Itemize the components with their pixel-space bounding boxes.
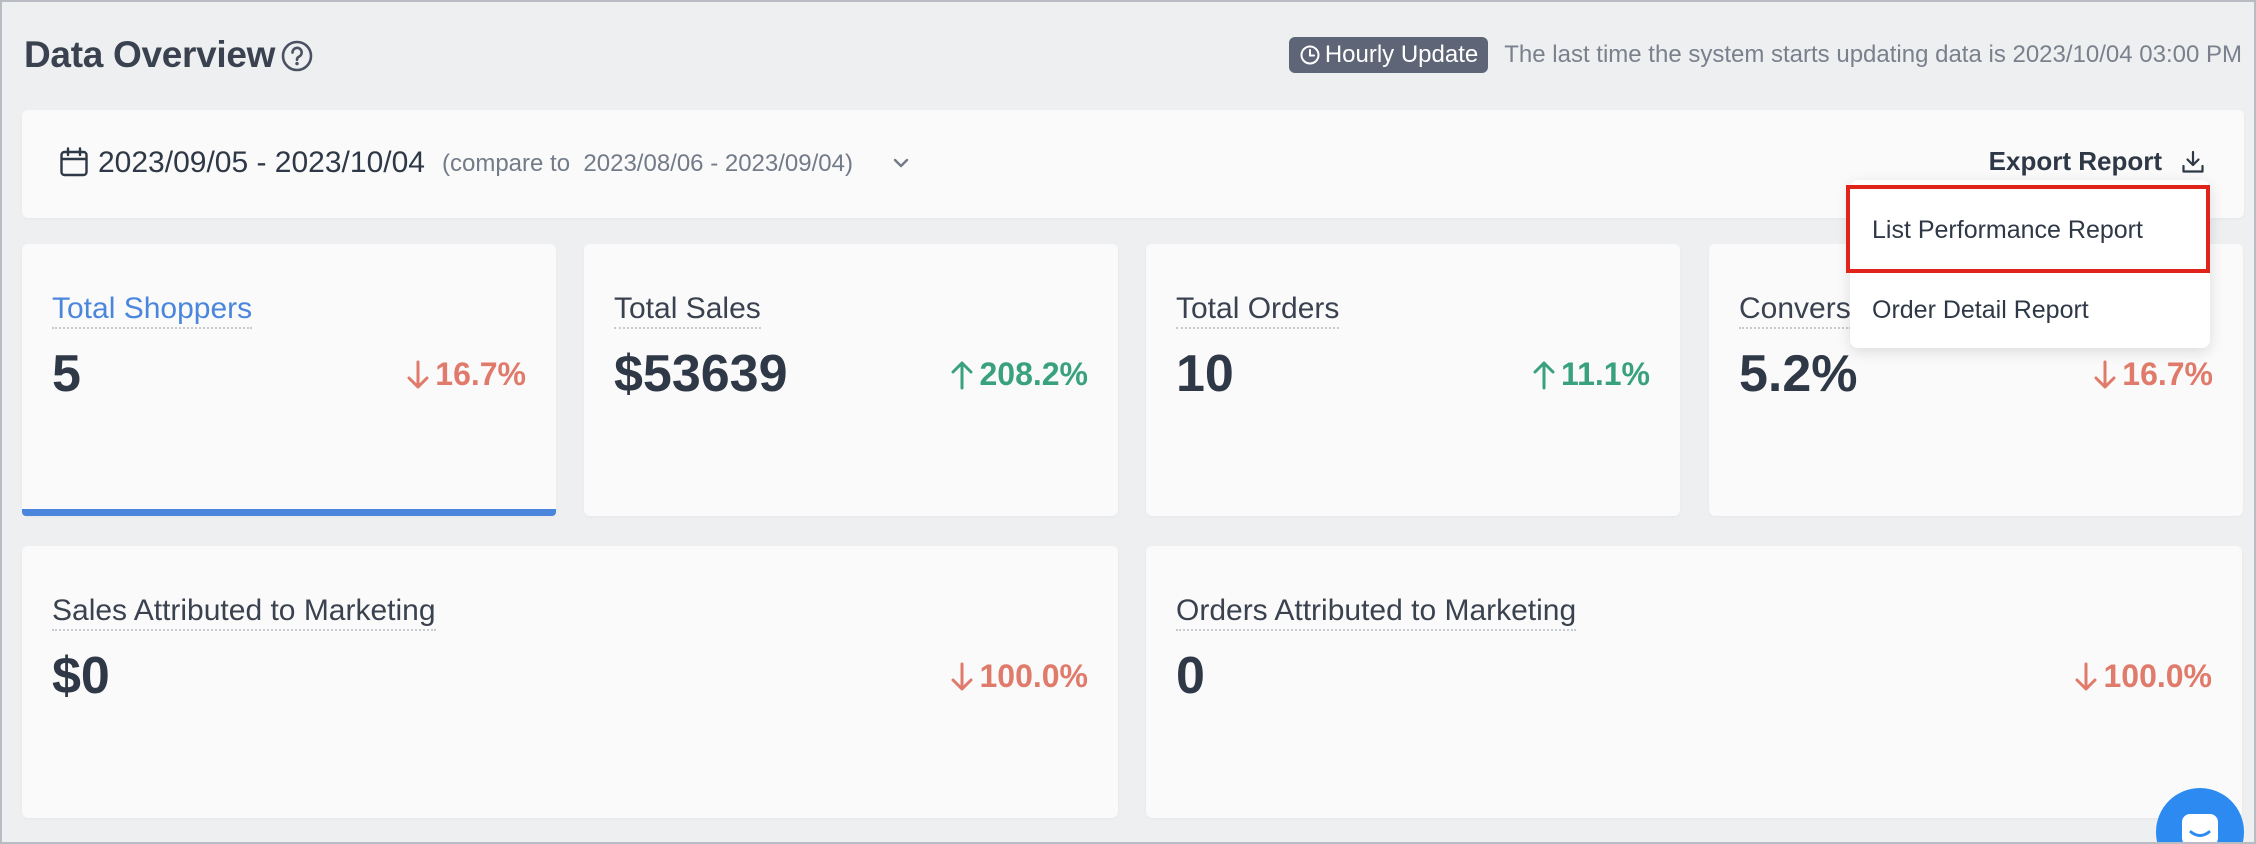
- export-dropdown-menu: List Performance Report Order Detail Rep…: [1850, 180, 2210, 348]
- compare-range-value: 2023/08/06 - 2023/09/04): [583, 150, 853, 177]
- active-indicator: [22, 509, 556, 516]
- metric-change: 100.0%: [2073, 658, 2212, 695]
- question-circle-icon[interactable]: [280, 39, 314, 73]
- hourly-update-badge: Hourly Update: [1288, 37, 1489, 73]
- metric-card-sales-marketing[interactable]: Sales Attributed to Marketing $0 100.0%: [22, 546, 1118, 818]
- metric-label: Sales Attributed to Marketing: [52, 594, 436, 631]
- metric-value: 5: [52, 345, 81, 403]
- metric-change: 16.7%: [2092, 356, 2213, 393]
- last-update-text: The last time the system starts updating…: [1504, 41, 2242, 68]
- compare-range[interactable]: (compare to 2023/08/06 - 2023/09/04): [442, 150, 853, 178]
- update-info: Hourly Update The last time the system s…: [1288, 37, 2242, 73]
- top-bar: Data Overview Hourly Update The last tim…: [22, 32, 2242, 80]
- arrow-down-icon: [407, 360, 429, 388]
- metric-change: 208.2%: [949, 356, 1088, 393]
- metric-value: $0: [52, 647, 110, 705]
- metric-change: 11.1%: [1531, 356, 1650, 393]
- arrow-down-icon: [2075, 662, 2097, 690]
- menu-item-list-performance-report[interactable]: List Performance Report: [1872, 216, 2143, 244]
- metric-change-value: 100.0%: [979, 658, 1088, 694]
- metric-card-orders-marketing[interactable]: Orders Attributed to Marketing 0 100.0%: [1146, 546, 2242, 818]
- arrow-up-icon: [1533, 361, 1555, 389]
- metric-change-value: 16.7%: [2122, 356, 2213, 392]
- metric-change-value: 208.2%: [979, 356, 1088, 392]
- metric-change-value: 100.0%: [2103, 658, 2212, 694]
- metric-change: 16.7%: [405, 356, 526, 393]
- metric-label: Total Orders: [1176, 292, 1340, 329]
- metric-change: 100.0%: [949, 658, 1088, 695]
- metric-label: Convers: [1739, 292, 1851, 329]
- chat-button[interactable]: [2156, 788, 2244, 842]
- download-icon: [2182, 150, 2204, 173]
- metric-label: Total Sales: [614, 292, 761, 329]
- metric-label: Total Shoppers: [52, 292, 253, 329]
- hourly-update-label: Hourly Update: [1324, 41, 1479, 68]
- metric-card-total-sales[interactable]: Total Sales $53639 208.2%: [584, 244, 1118, 516]
- highlight-box: [1846, 185, 2210, 273]
- metric-change-value: 11.1%: [1561, 356, 1650, 392]
- export-report-label: Export Report: [1988, 146, 2162, 176]
- compare-prefix: (compare to: [442, 150, 571, 177]
- metric-card-total-shoppers[interactable]: Total Shoppers 5 16.7%: [22, 244, 556, 516]
- arrow-down-icon: [951, 662, 973, 690]
- menu-item-order-detail-report[interactable]: Order Detail Report: [1872, 296, 2089, 324]
- metric-value: 0: [1176, 647, 1205, 705]
- metric-card-total-orders[interactable]: Total Orders 10 11.1%: [1146, 244, 1680, 516]
- metric-value: 10: [1176, 345, 1234, 403]
- date-range-picker[interactable]: 2023/09/05 - 2023/10/04: [98, 146, 425, 179]
- metric-value: $53639: [614, 345, 788, 403]
- metric-value: 5.2%: [1739, 345, 1858, 403]
- clock-icon: [1300, 45, 1320, 65]
- export-report-button[interactable]: Export Report: [1989, 146, 2206, 177]
- arrow-down-icon: [2094, 360, 2116, 388]
- calendar-icon[interactable]: [58, 146, 90, 178]
- chat-icon: [2182, 814, 2218, 842]
- metric-label: Orders Attributed to Marketing: [1176, 594, 1577, 631]
- chevron-down-icon[interactable]: [888, 150, 914, 176]
- arrow-up-icon: [951, 361, 973, 389]
- metric-change-value: 16.7%: [435, 356, 526, 392]
- page-title: Data Overview: [24, 34, 276, 75]
